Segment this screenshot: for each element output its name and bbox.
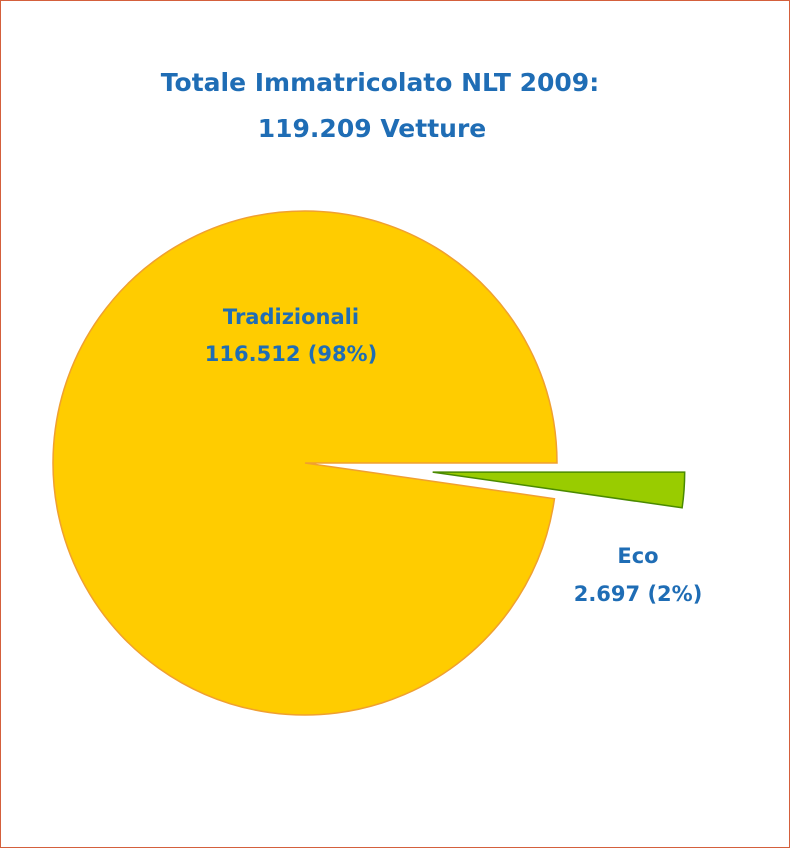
slice-label: Eco	[617, 544, 658, 568]
pie-slice	[432, 471, 686, 509]
value-label: 2.697 (2%)	[574, 582, 703, 606]
chart-subtitle: 119.209 Vetture	[258, 114, 487, 143]
value-label: 116.512 (98%)	[205, 342, 377, 366]
slice-label: Tradizionali	[223, 305, 359, 329]
chart-title: Totale Immatricolato NLT 2009:	[161, 68, 599, 97]
pie-slice	[52, 210, 558, 716]
